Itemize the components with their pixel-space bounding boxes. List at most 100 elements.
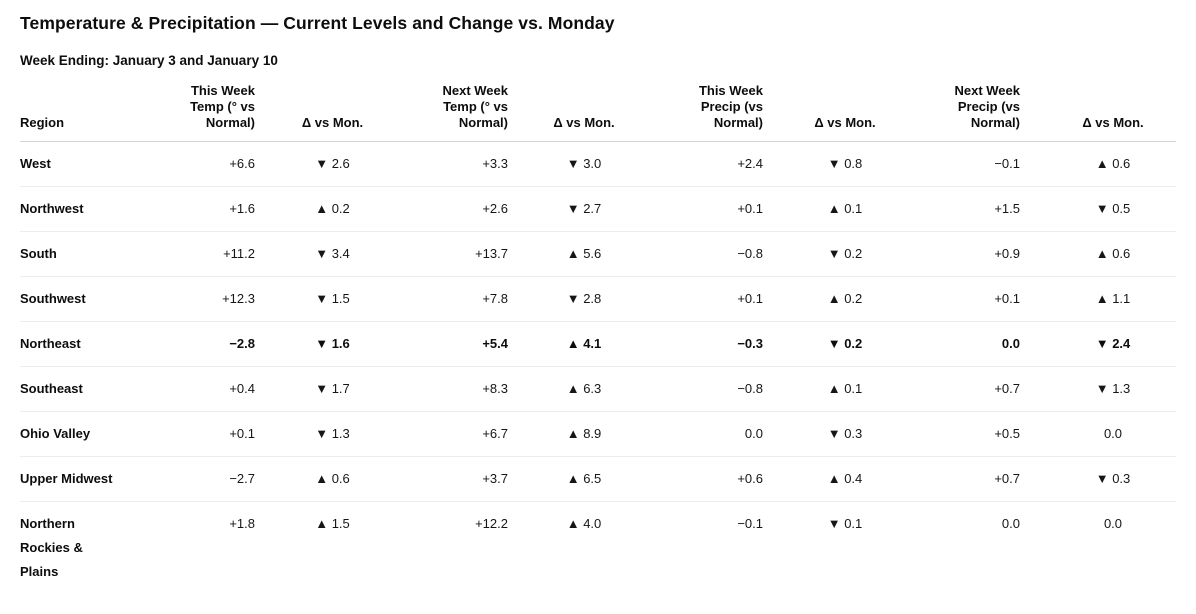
value-cell: +11.2 <box>120 231 255 277</box>
column-header: Δ vs Mon. <box>508 83 660 142</box>
delta-cell: ▼ 3.0 <box>508 141 660 187</box>
region-cell: Upper Midwest <box>20 456 120 502</box>
region-cell: Northern Rockies & Plains <box>20 516 83 579</box>
delta-cell: ▼ 3.4 <box>255 231 410 277</box>
value-cell: +0.7 <box>927 456 1020 502</box>
header-row: Region This Week Temp (° vs Normal) Δ vs M… <box>20 83 1176 142</box>
delta-cell: ▼ 1.3 <box>1020 366 1176 412</box>
delta-cell: ▼ 0.5 <box>1020 186 1176 232</box>
value-cell: +2.6 <box>410 186 508 232</box>
value-cell: +0.1 <box>660 276 763 322</box>
value-cell: +6.6 <box>120 141 255 187</box>
value-cell: +0.7 <box>927 366 1020 412</box>
table-row: Ohio Valley +0.1 ▼ 1.3 +6.7 ▲ 8.9 0.0 ▼ 0.3 +0.… <box>20 411 1176 457</box>
value-cell: 0.0 <box>927 321 1020 367</box>
delta-cell: ▲ 0.6 <box>1020 231 1176 277</box>
region-cell: Ohio Valley <box>20 411 120 457</box>
region-cell: South <box>20 231 120 277</box>
delta-cell: ▼ 0.1 <box>827 516 863 531</box>
delta-cell: ▼ 1.6 <box>255 321 410 367</box>
region-cell: Southeast <box>20 366 120 412</box>
column-header: Δ vs Mon. <box>255 83 410 142</box>
delta-cell: ▼ 2.4 <box>1020 321 1176 367</box>
value-cell: +0.9 <box>927 231 1020 277</box>
value-cell: 0.0 <box>660 411 763 457</box>
value-cell: +6.7 <box>410 411 508 457</box>
column-header: Next Week Precip (vs Normal) <box>927 83 1020 142</box>
delta-cell: ▲ 6.5 <box>508 456 660 502</box>
value-cell: +5.4 <box>410 321 508 367</box>
value-cell: +0.1 <box>927 276 1020 322</box>
value-cell: +8.3 <box>410 366 508 412</box>
delta-cell: ▼ 0.3 <box>1020 456 1176 502</box>
value-cell: +2.4 <box>660 141 763 187</box>
delta-cell: 0.0 <box>1103 516 1123 531</box>
delta-cell: ▼ 0.3 <box>763 411 927 457</box>
value-cell: +12.2 <box>475 516 508 531</box>
value-cell: +1.6 <box>120 186 255 232</box>
delta-cell: ▲ 4.1 <box>508 321 660 367</box>
table-row: West +6.6 ▼ 2.6 +3.3 ▼ 3.0 +2.4 ▼ 0.8 −0.1 ▲ 0.6 <box>20 141 1176 187</box>
value-cell: −2.8 <box>120 321 255 367</box>
value-cell: +0.1 <box>660 186 763 232</box>
delta-cell: ▲ 0.1 <box>763 366 927 412</box>
delta-cell: ▲ 5.6 <box>508 231 660 277</box>
value-cell: −2.7 <box>120 456 255 502</box>
delta-cell: ▲ 8.9 <box>508 411 660 457</box>
value-cell: +1.8 <box>229 516 255 531</box>
value-cell: −0.8 <box>660 231 763 277</box>
table-body: West +6.6 ▼ 2.6 +3.3 ▼ 3.0 +2.4 ▼ 0.8 −0.1 ▲ 0.6… <box>20 141 1176 595</box>
value-cell: −0.1 <box>927 141 1020 187</box>
delta-cell: ▼ 0.2 <box>763 231 927 277</box>
column-header: This Week Precip (vs Normal) <box>660 83 763 142</box>
region-cell: Northwest <box>20 186 120 232</box>
table-row: Southwest +12.3 ▼ 1.5 +7.8 ▼ 2.8 +0.1 ▲ 0.2 +0.… <box>20 276 1176 322</box>
column-header: Δ vs Mon. <box>1020 83 1176 142</box>
value-cell: +7.8 <box>410 276 508 322</box>
delta-cell: ▲ 1.5 <box>315 516 350 531</box>
delta-cell: ▲ 4.0 <box>566 516 602 531</box>
delta-cell: ▲ 0.2 <box>763 276 927 322</box>
value-cell: +3.3 <box>410 141 508 187</box>
column-header: Next Week Temp (° vs Normal) <box>410 83 508 142</box>
value-cell: +12.3 <box>120 276 255 322</box>
column-header: Δ vs Mon. <box>763 83 927 142</box>
table-row: Northeast −2.8 ▼ 1.6 +5.4 ▲ 4.1 −0.3 ▼ 0.2 0.0 ▼… <box>20 321 1176 367</box>
table-row: Northern Rockies & Plains +1.8 ▲ 1.5 +12.2 ▲… <box>20 502 1176 595</box>
temp-precip-table: Region This Week Temp (° vs Normal) Δ vs M… <box>20 83 1176 594</box>
delta-cell: ▲ 0.6 <box>255 456 410 502</box>
delta-cell: ▼ 2.7 <box>508 186 660 232</box>
column-header: Region <box>20 83 120 142</box>
value-cell: +3.7 <box>410 456 508 502</box>
value-cell: +1.5 <box>927 186 1020 232</box>
value-cell: +0.5 <box>927 411 1020 457</box>
table-row: Northwest +1.6 ▲ 0.2 +2.6 ▼ 2.7 +0.1 ▲ 0.1 +1.5… <box>20 186 1176 232</box>
delta-cell: ▼ 2.6 <box>255 141 410 187</box>
delta-cell: ▼ 1.7 <box>255 366 410 412</box>
delta-cell: ▼ 1.3 <box>255 411 410 457</box>
report-page: Temperature & Precipitation — Current Le… <box>0 13 1196 594</box>
delta-cell: 0.0 <box>1020 411 1176 457</box>
table-header: Region This Week Temp (° vs Normal) Δ vs M… <box>20 83 1176 142</box>
delta-cell: ▼ 0.8 <box>763 141 927 187</box>
table-row: Southeast +0.4 ▼ 1.7 +8.3 ▲ 6.3 −0.8 ▲ 0.1 +0.7… <box>20 366 1176 412</box>
value-cell: −0.8 <box>660 366 763 412</box>
value-cell: +13.7 <box>410 231 508 277</box>
region-cell: Southwest <box>20 276 120 322</box>
delta-cell: ▲ 0.1 <box>763 186 927 232</box>
table-row: South +11.2 ▼ 3.4 +13.7 ▲ 5.6 −0.8 ▼ 0.2 +0.9 ▲ … <box>20 231 1176 277</box>
column-header: This Week Temp (° vs Normal) <box>120 83 255 142</box>
region-cell: Northeast <box>20 321 120 367</box>
value-cell: +0.6 <box>660 456 763 502</box>
page-title: Temperature & Precipitation — Current Le… <box>20 13 615 33</box>
delta-cell: ▲ 0.6 <box>1020 141 1176 187</box>
delta-cell: ▲ 0.2 <box>255 186 410 232</box>
delta-cell: ▼ 1.5 <box>255 276 410 322</box>
table-row: Upper Midwest −2.7 ▲ 0.6 +3.7 ▲ 6.5 +0.6 ▲ 0.4… <box>20 456 1176 502</box>
value-cell: −0.1 <box>737 516 763 531</box>
region-cell: West <box>20 141 120 187</box>
value-cell: 0.0 <box>1001 516 1020 531</box>
value-cell: −0.3 <box>660 321 763 367</box>
value-cell: +0.1 <box>120 411 255 457</box>
delta-cell: ▼ 0.2 <box>763 321 927 367</box>
